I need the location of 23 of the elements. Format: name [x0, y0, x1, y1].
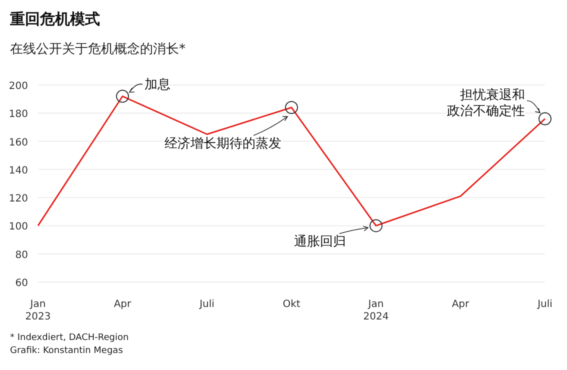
y-tick-label: 60	[15, 278, 28, 289]
y-tick-label: 80	[15, 250, 28, 261]
annotation: 加息	[144, 77, 170, 92]
y-tick-label: 200	[8, 81, 28, 92]
y-tick-label: 140	[8, 165, 28, 176]
y-tick-label: 120	[8, 194, 28, 205]
x-tick-label: Juli	[536, 299, 552, 310]
y-tick-label: 180	[8, 109, 28, 120]
y-tick-label: 100	[8, 222, 28, 233]
chart-subtitle: 在线公开关于危机概念的消长*	[10, 42, 186, 57]
x-tick-label: Jan 2024	[363, 299, 389, 322]
annotation: 担忧衰退和政治不确定性	[447, 86, 525, 120]
x-tick-label: Okt	[282, 299, 300, 310]
x-tick-label: Juli	[198, 299, 214, 310]
annotation: 经济增长期待的蒸发	[164, 136, 282, 152]
y-tick-label: 160	[8, 137, 28, 148]
text: * Indexdiert, DACH-Region	[10, 333, 129, 343]
x-tick-label: Apr	[114, 299, 132, 310]
annotation: 通胀回归	[294, 234, 346, 250]
text: Grafik: Konstantin Megas	[10, 346, 124, 356]
chart-title: 重回危机模式	[9, 10, 100, 28]
x-tick-label: Jan 2023	[25, 299, 51, 322]
x-tick-label: Apr	[452, 299, 470, 310]
